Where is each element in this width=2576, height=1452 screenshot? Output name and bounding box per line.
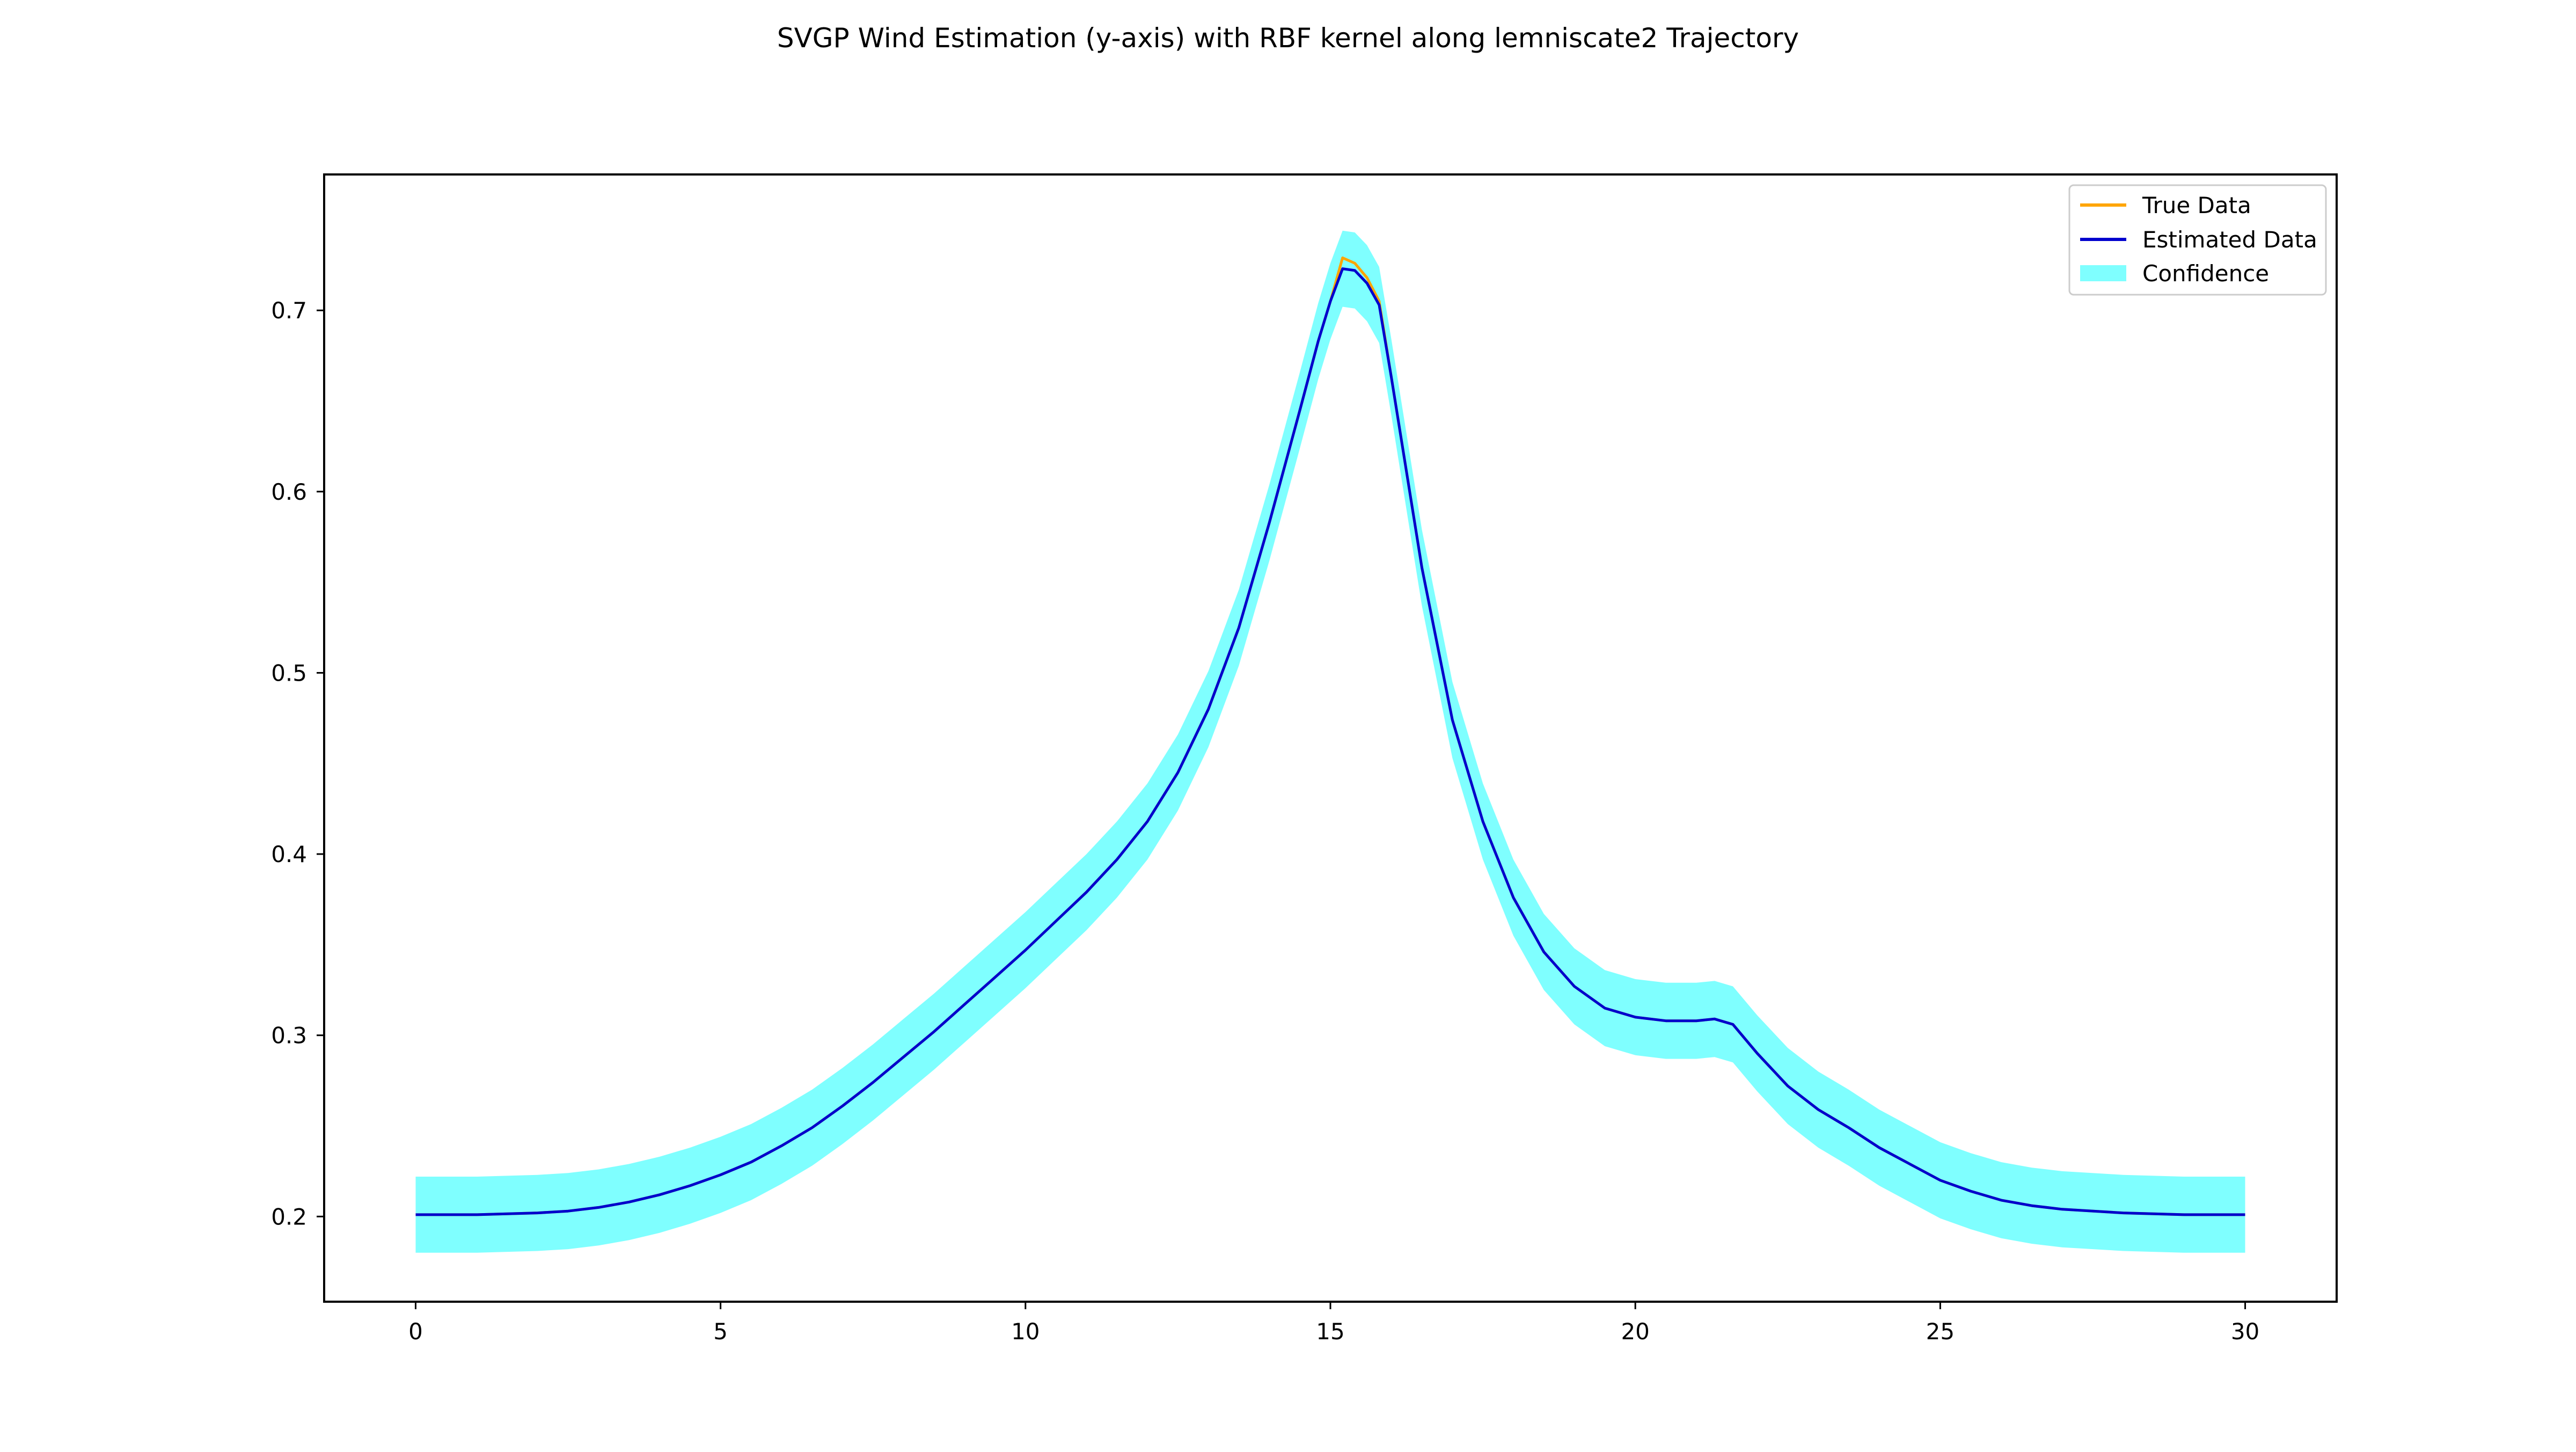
x-tick-label: 20 <box>1621 1318 1649 1345</box>
y-axis: 0.2 0.3 0.4 0.5 0.6 0.7 <box>271 297 324 1230</box>
y-tick-label: 0.6 <box>271 479 307 505</box>
lines-layer <box>415 256 2245 1216</box>
estimated-data-line <box>415 267 2245 1216</box>
legend: True Data Estimated Data Confidence <box>2068 184 2327 296</box>
x-tick-label: 5 <box>713 1318 728 1345</box>
legend-estimated-data-label: Estimated Data <box>2142 227 2317 253</box>
legend-confidence-label: Confidence <box>2142 260 2269 287</box>
y-tick-label: 0.5 <box>271 660 307 686</box>
y-tick-label: 0.3 <box>271 1023 307 1049</box>
legend-confidence-swatch <box>2080 265 2126 281</box>
x-tick-label: 0 <box>408 1318 423 1345</box>
legend-true-data-label: True Data <box>2142 192 2251 218</box>
y-tick-label: 0.7 <box>271 297 307 324</box>
chart-title: SVGP Wind Estimation (y-axis) with RBF k… <box>777 23 1799 54</box>
legend-box <box>2068 184 2327 296</box>
x-axis: 0 5 10 15 20 25 30 <box>408 1302 2259 1345</box>
y-tick-label: 0.2 <box>271 1203 307 1230</box>
x-tick-label: 30 <box>2231 1318 2259 1345</box>
y-tick-label: 0.4 <box>271 841 307 867</box>
x-tick-label: 10 <box>1011 1318 1040 1345</box>
x-tick-label: 25 <box>1926 1318 1955 1345</box>
x-tick-label: 15 <box>1316 1318 1344 1345</box>
